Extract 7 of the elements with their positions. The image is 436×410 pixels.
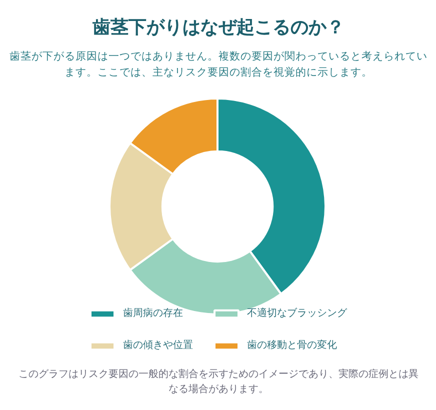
text: このグラフはリスク要因の一般的な割合を示すためのイメージであり、実際の症例とは異なる場合があります。 [18, 368, 418, 395]
chart-title: 歯茎下がりはなぜ起こるのか？ [92, 17, 344, 38]
legend-label: 歯の移動と骨の変化 [247, 338, 337, 352]
legend-label: 歯の傾きや位置 [123, 338, 193, 352]
chart-subtitle: 歯茎が下がる原因は一つではありません。複数の要因が関わっていると考えられています。ここでは、主なリスク要因の割合を視覚的に示します。 [10, 50, 428, 78]
legend-label: 歯周病の存在 [123, 306, 183, 320]
legend-label: 不適切なブラッシング [247, 306, 347, 320]
